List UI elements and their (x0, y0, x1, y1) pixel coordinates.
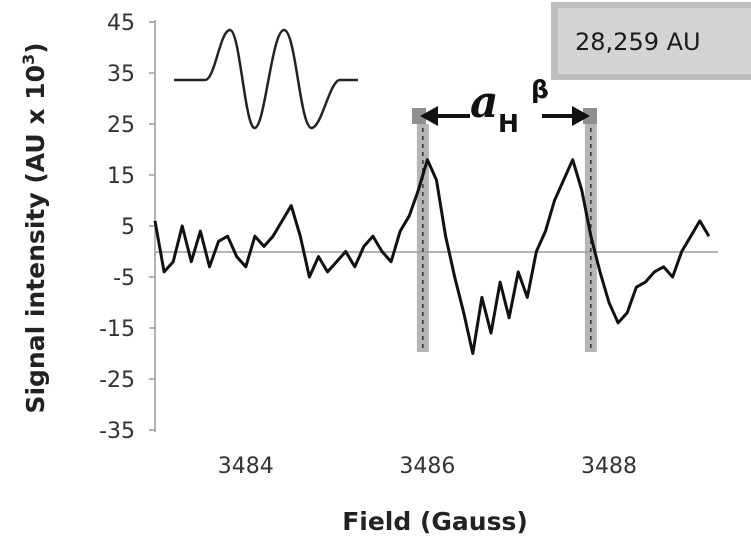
y-tick-label: -35 (99, 419, 135, 444)
y-tick-label: -25 (99, 368, 135, 393)
coupling-superscript: β (531, 75, 549, 104)
coupling-arrowhead-right-icon (572, 106, 590, 126)
intensity-badge: 28,259 AU (551, 2, 751, 80)
coupling-annotation: a H β (412, 75, 597, 138)
y-axis-title-superscript: 3 (19, 54, 38, 65)
peak-highlight-band (416, 124, 429, 352)
y-ticks: 45 35 25 15 5 -5 -15 -25 -35 (99, 11, 155, 444)
y-tick-label: -5 (113, 266, 135, 291)
peak-markers (416, 120, 597, 352)
x-tick-label: 3486 (399, 454, 455, 479)
x-axis-title: Field (Gauss) (342, 507, 528, 536)
y-tick-label: 15 (107, 164, 135, 189)
coupling-arrowhead-left-icon (420, 106, 438, 126)
badge-label: 28,259 AU (575, 28, 701, 56)
derivative-waveform-icon (174, 28, 358, 130)
signal-series-line (153, 158, 711, 355)
y-axis-title: Signal intensity (AU x 103) (19, 42, 50, 413)
x-tick-label: 3484 (218, 454, 274, 479)
y-tick-label: 45 (107, 11, 135, 36)
coupling-symbol: a (470, 77, 499, 128)
y-tick-label: 5 (121, 215, 135, 240)
y-tick-label: 35 (107, 62, 135, 87)
y-tick-label: 25 (107, 113, 135, 138)
x-ticks: 3484 3486 3488 (218, 454, 637, 479)
x-tick-label: 3488 (581, 454, 637, 479)
y-tick-label: -15 (99, 317, 135, 342)
badge-background (558, 8, 751, 74)
y-axis-title-close: ) (21, 42, 50, 53)
coupling-subscript: H (498, 109, 519, 138)
coupling-bracket-left (412, 108, 426, 124)
